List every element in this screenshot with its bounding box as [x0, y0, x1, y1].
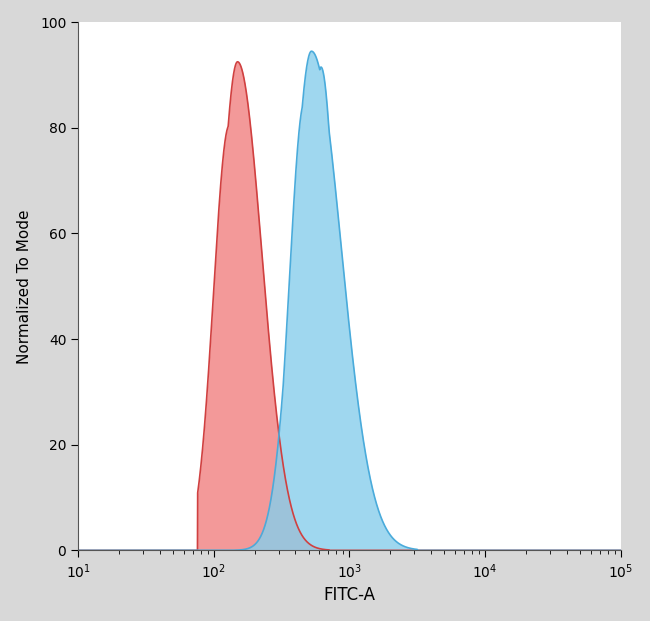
Y-axis label: Normalized To Mode: Normalized To Mode — [17, 209, 32, 363]
X-axis label: FITC-A: FITC-A — [324, 586, 376, 604]
